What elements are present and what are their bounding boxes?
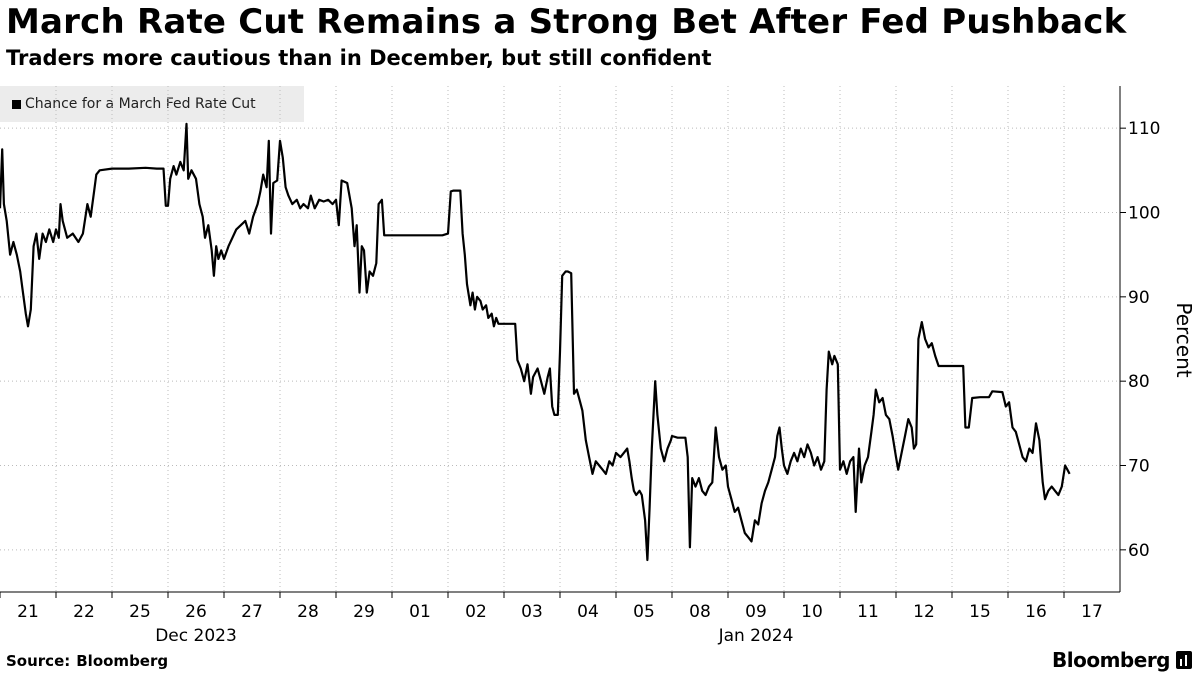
- x-tick-label: 02: [465, 602, 487, 622]
- y-tick-label: 90: [1128, 288, 1150, 308]
- legend: Chance for a March Fed Rate Cut: [0, 86, 304, 122]
- x-tick-label: 03: [521, 602, 543, 622]
- x-tick-label: 28: [297, 602, 319, 622]
- x-tick-label: 01: [409, 602, 431, 622]
- x-tick-label: 16: [1025, 602, 1047, 622]
- x-tick-label: 22: [73, 602, 95, 622]
- y-tick-label: 80: [1128, 372, 1150, 392]
- bloomberg-chart-icon: [1176, 651, 1192, 669]
- x-tick-label: 04: [577, 602, 599, 622]
- y-tick-label: 110: [1128, 119, 1160, 139]
- brand-text: Bloomberg: [1052, 648, 1170, 672]
- series-line: [0, 122, 1071, 562]
- x-tick-label: 27: [241, 602, 263, 622]
- y-tick-label: 70: [1128, 457, 1150, 477]
- x-tick-label: 05: [633, 602, 655, 622]
- x-tick-label: 17: [1081, 602, 1103, 622]
- source-value: Bloomberg: [76, 652, 169, 670]
- x-tick-label: 08: [689, 602, 711, 622]
- x-group-label: Jan 2024: [718, 626, 794, 646]
- x-tick-label: 09: [745, 602, 767, 622]
- x-tick-label: 10: [801, 602, 823, 622]
- gridlines: [0, 86, 1120, 592]
- source-label: Source:: [6, 652, 71, 670]
- y-tick-label: 60: [1128, 541, 1150, 561]
- legend-swatch: [12, 99, 21, 109]
- y-axis-label: Percent: [1172, 302, 1196, 377]
- x-tick-label: 12: [913, 602, 935, 622]
- x-tick-label: 21: [17, 602, 39, 622]
- bloomberg-logo: Bloomberg: [1052, 648, 1192, 672]
- x-tick-label: 15: [969, 602, 991, 622]
- chart-title: March Rate Cut Remains a Strong Bet Afte…: [6, 2, 1127, 42]
- source-note: Source: Bloomberg: [6, 652, 168, 670]
- legend-label: Chance for a March Fed Rate Cut: [25, 96, 256, 112]
- x-tick-label: 11: [857, 602, 879, 622]
- x-tick-label: 26: [185, 602, 207, 622]
- axes: 60 70 80 90 100 110 21 22 25 26 27 28 29 01 02 03 04 05 08…: [0, 86, 1160, 646]
- series-layer: [0, 122, 1071, 562]
- x-group-label: Dec 2023: [155, 626, 237, 646]
- y-tick-label: 100: [1128, 204, 1160, 224]
- chart-subtitle: Traders more cautious than in December, …: [6, 46, 712, 70]
- x-tick-label: 25: [129, 602, 151, 622]
- x-tick-label: 29: [353, 602, 375, 622]
